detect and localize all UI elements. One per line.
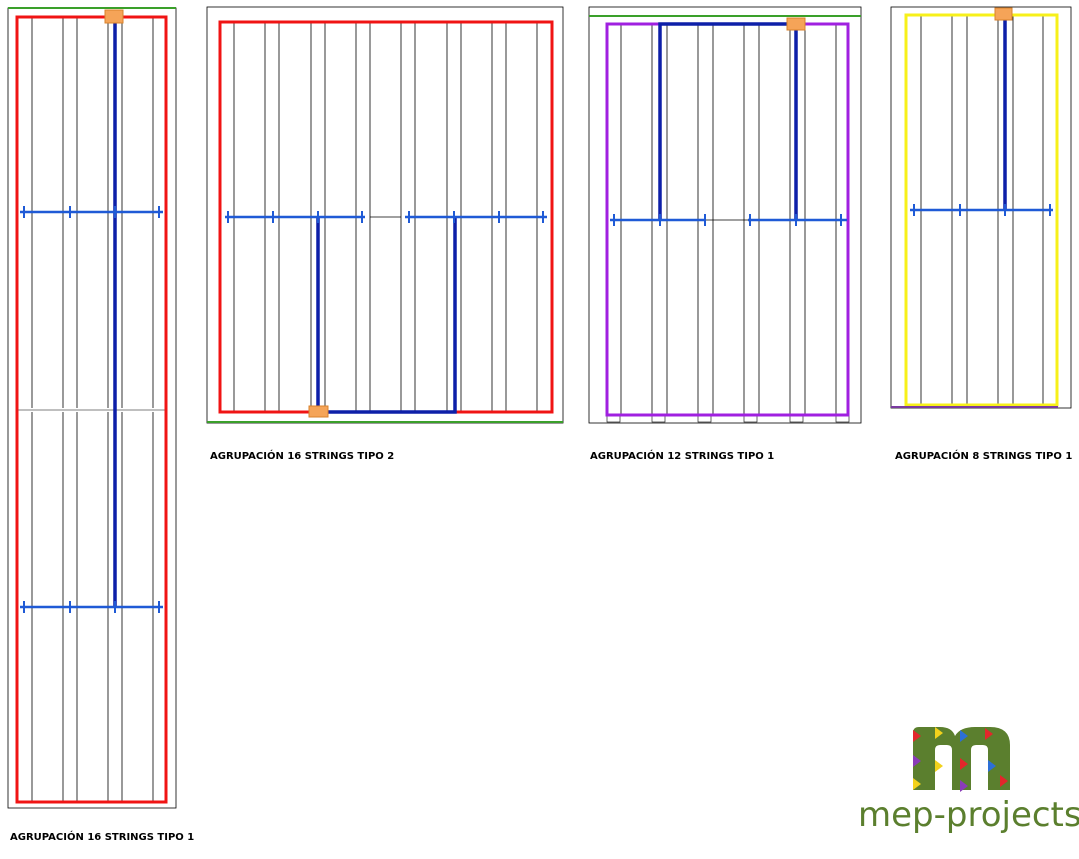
logo-triangle [913,730,921,742]
panel-label: AGRUPACIÓN 16 STRINGS TIPO 1 [10,830,194,843]
panel-frame [206,6,564,424]
logo-triangle [913,755,921,767]
logo-triangle [960,780,968,792]
combiner-box [786,17,806,31]
module-base [606,415,621,423]
main-cable [316,217,457,414]
logo-triangle [988,760,996,772]
combiner-box [994,7,1013,21]
panel-frame [890,6,1072,409]
panel-frame [7,7,177,809]
logo-triangle [960,730,968,742]
main-cable [658,22,798,220]
module-base [651,415,666,423]
logo-triangle [913,778,921,790]
module-base [835,415,850,423]
panel-label: AGRUPACIÓN 8 STRINGS TIPO 1 [895,449,1072,462]
panel-label: AGRUPACIÓN 12 STRINGS TIPO 1 [590,449,774,462]
logo-triangle [960,758,968,770]
panel-label: AGRUPACIÓN 16 STRINGS TIPO 2 [210,449,394,462]
logo-triangle [985,728,993,740]
logo-triangle [1000,775,1008,787]
module-base [743,415,758,423]
module-base [697,415,712,423]
string-group [904,13,1059,407]
panel-frame [588,6,862,424]
logo-triangle [935,727,943,739]
string-group [15,15,168,804]
logo-mark [913,727,1010,790]
combiner-box [104,9,124,24]
combiner-box [308,405,329,418]
logo-text: mep-projects [858,795,1079,835]
logo-triangle [935,760,943,772]
module-base [789,415,804,423]
